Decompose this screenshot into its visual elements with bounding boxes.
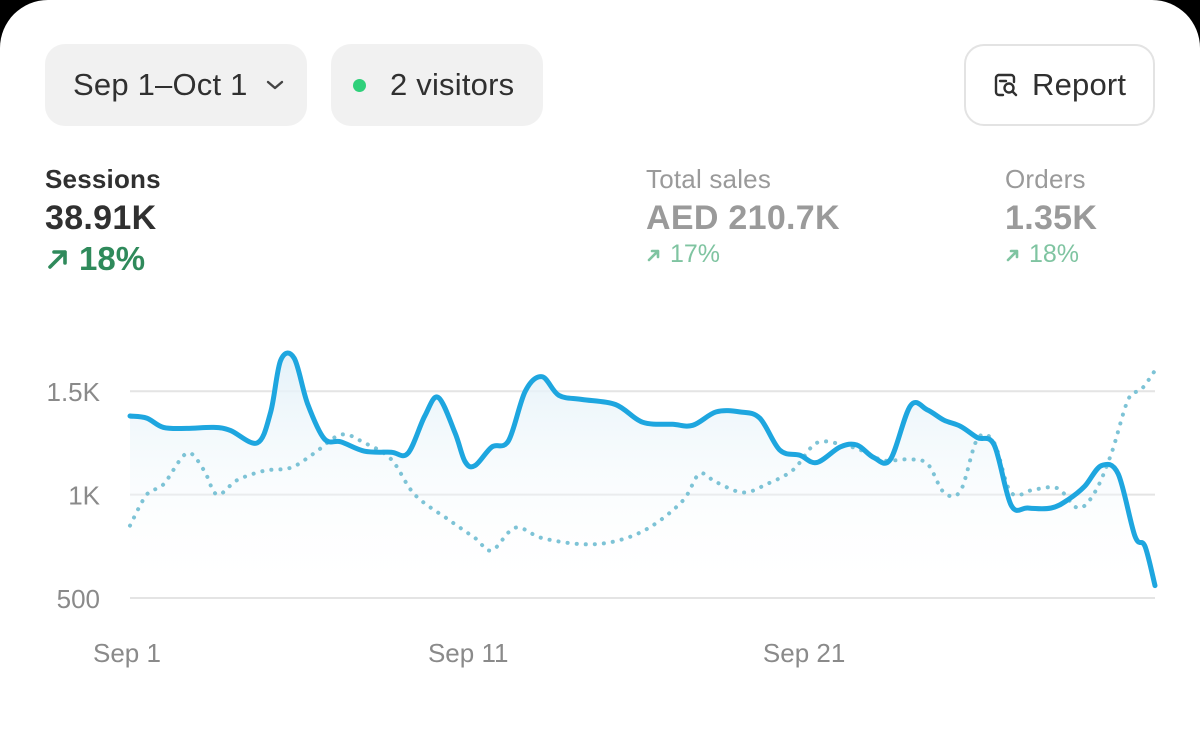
metric-delta: 18% — [45, 240, 161, 278]
y-tick-label: 1K — [68, 481, 100, 511]
report-label: Report — [1032, 67, 1127, 102]
metric-label: Sessions — [45, 164, 161, 194]
metric-value: AED 210.7K — [646, 199, 840, 237]
x-tick-label: Sep 1 — [93, 638, 161, 668]
arrow-up-right-icon — [48, 250, 67, 269]
sessions-chart[interactable]: 500 1K 1.5K Sep 1 Sep 11 Sep 21 — [0, 300, 1200, 700]
metric-sessions[interactable]: Sessions 38.91K 18% — [45, 164, 161, 278]
metric-value: 38.91K — [45, 199, 157, 237]
y-tick-label: 500 — [57, 584, 100, 614]
arrow-up-right-icon — [1006, 249, 1019, 261]
visitors-label: 2 visitors — [390, 67, 515, 102]
report-search-icon — [992, 71, 1020, 99]
metric-delta-value: 18% — [79, 240, 146, 277]
metric-label: Total sales — [646, 164, 772, 194]
metric-label: Orders — [1005, 164, 1086, 194]
date-range-picker[interactable]: Sep 1–Oct 1 — [45, 44, 307, 126]
metric-delta-value: 18% — [1029, 240, 1080, 268]
series-area — [130, 353, 1155, 598]
arrow-up-right-icon — [647, 249, 660, 261]
live-visitors-button[interactable]: 2 visitors — [331, 44, 543, 126]
report-button[interactable]: Report — [964, 44, 1155, 126]
x-tick-label: Sep 21 — [763, 638, 845, 668]
metric-delta: 17% — [646, 240, 840, 269]
metric-delta: 18% — [1005, 240, 1097, 269]
metric-delta-value: 17% — [670, 240, 721, 268]
live-status-dot — [353, 78, 366, 92]
sessions-line — [127, 350, 1158, 589]
metric-orders[interactable]: Orders 1.35K 18% — [1005, 164, 1097, 269]
chevron-down-icon — [266, 79, 284, 91]
y-tick-label: 1.5K — [47, 377, 101, 407]
x-tick-label: Sep 11 — [428, 638, 508, 668]
metric-value: 1.35K — [1005, 199, 1098, 237]
metric-total-sales[interactable]: Total sales AED 210.7K 17% — [646, 164, 840, 269]
date-range-label: Sep 1–Oct 1 — [73, 67, 248, 102]
